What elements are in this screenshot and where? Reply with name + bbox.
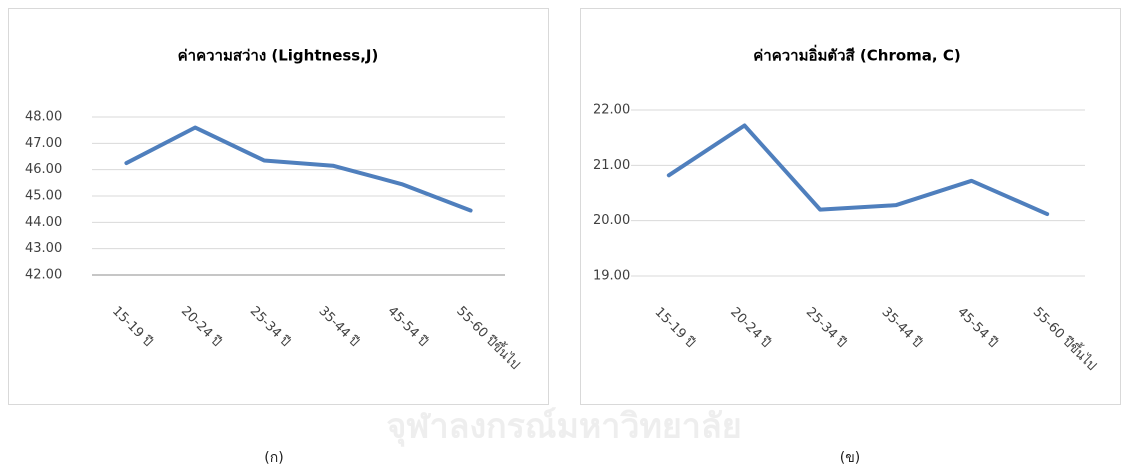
x-tick-label: 55-60 ปีขึ้นไป [453,302,524,373]
y-tick-label: 21.00 [593,158,630,173]
watermark: จุฬาลงกรณ์มหาวิทยาลัย [386,407,741,448]
chart-frame [580,8,1121,405]
y-tick-label: 43.00 [25,241,62,256]
y-tick-label: 48.00 [25,110,62,125]
chart-title: ค่าความอิ่มตัวสี (Chroma, C) [753,45,960,65]
x-tick-label: 15-19 ปี [109,303,156,350]
x-tick-label: 35-44 ปี [316,303,363,350]
y-tick-label: 20.00 [593,213,630,228]
y-tick-label: 45.00 [25,189,62,204]
x-tick-label: 45-54 ปี [954,304,1001,351]
chart-title: ค่าความสว่าง (Lightness,J) [178,47,379,65]
y-tick-label: 44.00 [25,215,62,230]
y-tick-label: 19.00 [593,269,630,284]
caption: (ก) [264,450,283,466]
y-tick-label: 42.00 [25,268,62,283]
x-tick-label: 20-24 ปี [727,304,774,351]
x-tick-label: 20-24 ปี [178,303,225,350]
chart-frame [8,8,549,405]
y-tick-label: 46.00 [25,162,62,177]
y-tick-label: 22.00 [593,103,630,118]
y-tick-label: 47.00 [25,136,62,151]
line-series [124,125,473,213]
caption: (ข) [840,450,861,466]
x-tick-label: 55-60 ปีขึ้นไป [1030,303,1101,374]
x-tick-label: 25-34 ปี [247,303,294,350]
x-tick-label: 15-19 ปี [652,304,699,351]
x-tick-label: 35-44 ปี [879,304,926,351]
x-tick-label: 25-34 ปี [803,304,850,351]
line-series [666,123,1050,217]
x-tick-label: 45-54 ปี [384,303,431,350]
